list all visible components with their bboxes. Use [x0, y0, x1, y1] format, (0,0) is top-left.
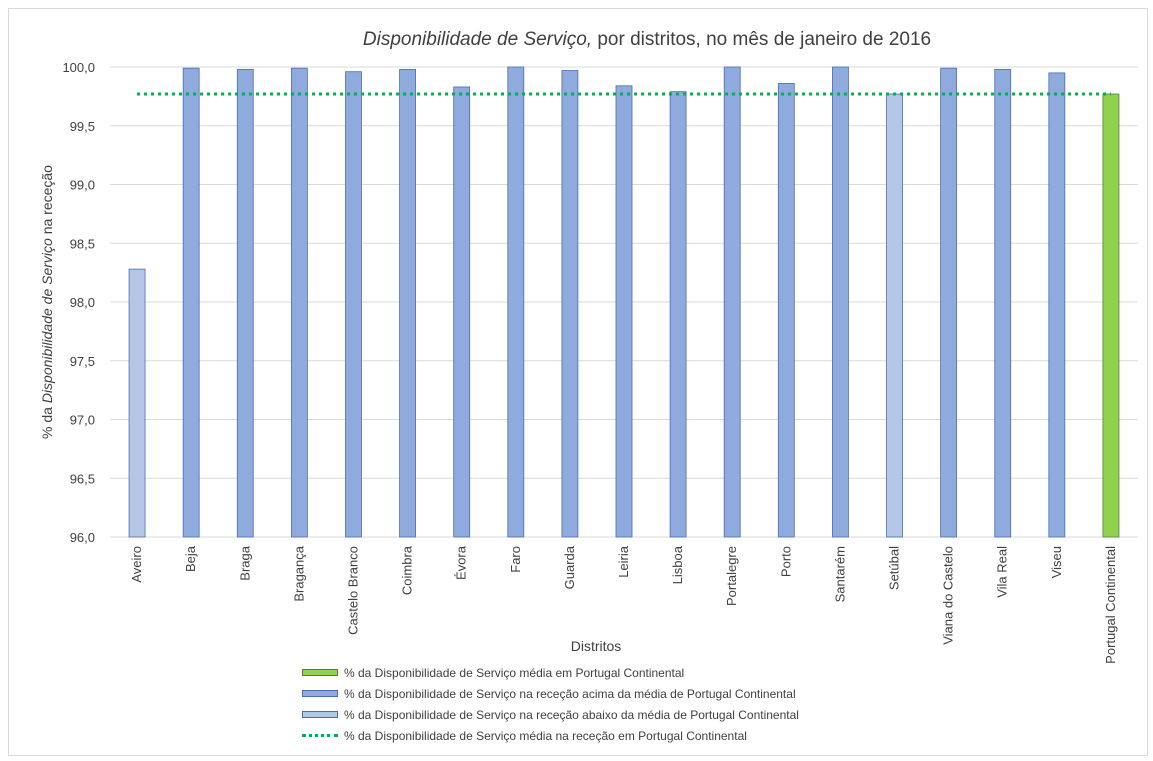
legend-label-below: % da Disponibilidade de Serviço na receç… [344, 707, 799, 722]
x-tick-label: Porto [778, 546, 793, 577]
bar-évora [453, 86, 471, 538]
bar-portalegre [723, 66, 741, 538]
legend-swatch-above [302, 690, 338, 697]
x-tick-label: Braga [237, 545, 252, 580]
bar-castelo-branco [345, 71, 362, 538]
x-tick-label: Bragança [291, 545, 306, 601]
bar-lisboa [669, 91, 687, 538]
x-axis-ticks: Aveiro Beja Braga Bragança Castelo Branco Coi… [129, 545, 1118, 664]
x-tick-label: Castelo Branco [345, 546, 360, 635]
y-axis-ticks: 96,0 96,5 97,0 97,5 98,0 98,5 99,0 99,5 100,0 [62, 60, 95, 545]
x-tick-label: Portalegre [724, 546, 739, 606]
bar-coimbra [399, 68, 416, 538]
x-tick-label: Lisboa [670, 545, 685, 584]
bar-bragança [290, 67, 308, 538]
x-tick-label: Leiria [616, 545, 631, 578]
legend-label-average: % da Disponibilidade de Serviço média em… [344, 665, 685, 680]
legend-item-line: % da Disponibilidade de Serviço média na… [302, 725, 799, 746]
x-tick-label: Viana do Castelo [941, 546, 956, 645]
bar-porto [777, 83, 795, 538]
legend-swatch-average [302, 669, 338, 676]
chart-title: Disponibilidade de Serviço, por distrito… [363, 29, 931, 50]
y-tick-label: 99,5 [70, 119, 95, 134]
legend-label-line: % da Disponibilidade de Serviço média na… [344, 728, 747, 743]
bar-viana-do-castelo [940, 67, 958, 538]
x-tick-label: Évora [454, 545, 469, 580]
y-tick-label: 98,0 [70, 295, 95, 310]
legend-label-above: % da Disponibilidade de Serviço na receç… [344, 686, 796, 701]
x-tick-label: Vila Real [995, 546, 1010, 598]
bar-santarém [832, 66, 849, 538]
y-tick-label: 98,5 [70, 236, 95, 251]
bar-guarda [561, 70, 579, 538]
bar-portugal-continental [1102, 93, 1120, 538]
y-tick-label: 99,0 [70, 178, 95, 193]
x-tick-label: Viseu [1049, 546, 1064, 578]
x-tick-label: Aveiro [129, 546, 144, 583]
x-tick-label: Coimbra [400, 545, 415, 595]
legend-swatch-line [302, 734, 338, 737]
y-tick-label: 97,0 [70, 413, 95, 428]
bar-braga [236, 68, 254, 538]
x-tick-label: Beja [183, 545, 198, 572]
bar-viseu [1048, 72, 1066, 538]
x-axis-label: Distritos [571, 638, 622, 654]
chart-title-rest: por distritos, no mês de janeiro de 2016 [592, 29, 931, 50]
x-tick-label: Setúbal [887, 546, 902, 590]
legend-item-below: % da Disponibilidade de Serviço na receç… [302, 704, 799, 725]
legend-item-average: % da Disponibilidade de Serviço média em… [302, 662, 799, 683]
x-tick-label: Guarda [562, 545, 577, 589]
bar-faro [507, 66, 525, 538]
bar-beja [182, 67, 200, 538]
bars [128, 66, 1120, 538]
chart-title-italic: Disponibilidade de Serviço, [363, 29, 592, 50]
y-tick-label: 96,5 [70, 471, 95, 486]
x-tick-label: Portugal Continental [1103, 546, 1118, 664]
legend-swatch-below [302, 711, 338, 718]
gridlines [110, 66, 1138, 538]
x-tick-label: Santarém [832, 546, 847, 602]
bar-vila-real [994, 68, 1012, 538]
bar-leiria [615, 85, 633, 538]
bar-setúbal [886, 93, 903, 538]
y-tick-label: 97,5 [70, 354, 95, 369]
y-axis-label: % da Disponibilidade de Serviço na receç… [39, 165, 55, 439]
y-tick-label: 96,0 [70, 530, 95, 545]
x-tick-label: Faro [508, 546, 523, 573]
bar-aveiro [128, 268, 146, 538]
legend: % da Disponibilidade de Serviço média em… [302, 662, 799, 746]
y-tick-label: 100,0 [62, 60, 95, 75]
chart-frame [8, 8, 1148, 756]
legend-item-above: % da Disponibilidade de Serviço na receç… [302, 683, 799, 704]
